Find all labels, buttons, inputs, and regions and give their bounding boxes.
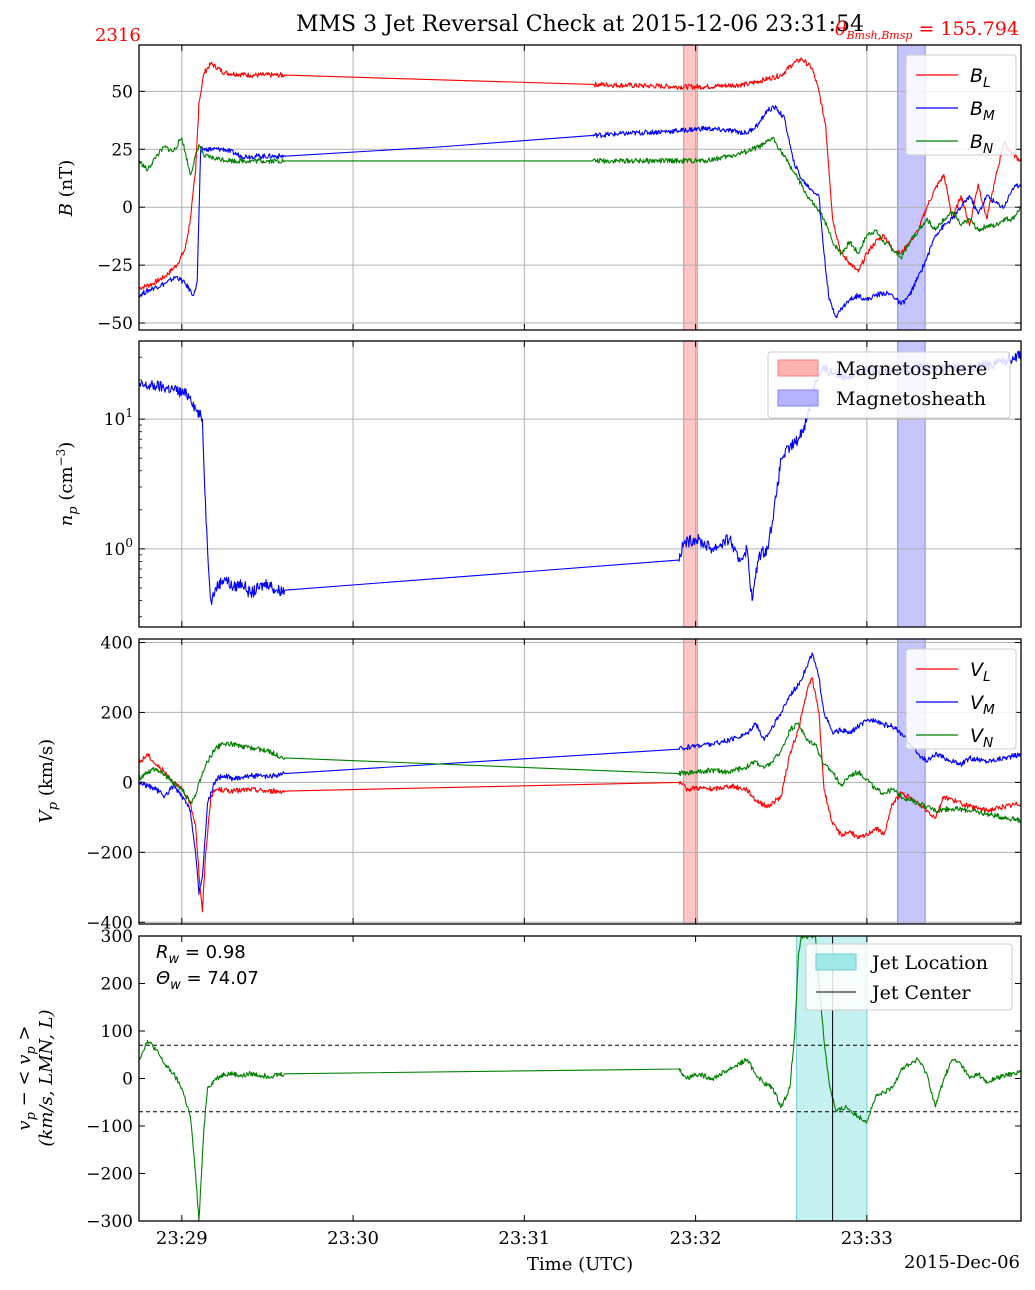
legend-panel-1: [905, 54, 1017, 156]
y-tick-label: −300: [86, 1212, 133, 1232]
series-line-np: [139, 936, 1021, 1221]
y-tick-label: −100: [86, 1117, 133, 1137]
figure-title: MMS 3 Jet Reversal Check at 2015-12-06 2…: [296, 12, 864, 37]
x-axis-label: Time (UTC): [527, 1254, 633, 1275]
y-axis-label-vp: Vp (km/s): [36, 739, 61, 823]
y-tick-label: 300: [101, 927, 133, 947]
annotation-theta-w: Θw = 74.07: [156, 968, 259, 993]
legend-label-b-n: BN: [970, 131, 993, 157]
x-tick-label: 23:31: [498, 1228, 550, 1249]
x-tick-label: 23:32: [670, 1228, 722, 1249]
y-axis-label-dv-line2: (km/s, LMN, L): [36, 1009, 57, 1146]
x-tick-label: 23:30: [327, 1228, 379, 1249]
y-tick-label: 101: [104, 406, 133, 430]
y-tick-label: 200: [101, 703, 133, 723]
y-tick-label: 0: [122, 773, 133, 793]
legend-label-v-l: VL: [970, 659, 991, 685]
y-tick-label: 100: [101, 1022, 133, 1042]
y-tick-label: −200: [86, 843, 133, 863]
legend-panel-4: [805, 943, 1013, 1011]
series-line-v-l: [139, 676, 1021, 913]
y-tick-label: −200: [86, 1165, 133, 1185]
y-tick-label: 25: [111, 140, 133, 160]
legend-label-v-m: VM: [970, 692, 995, 718]
legend-swatch-jet-location: [815, 953, 857, 971]
panel-1-series-group: [139, 57, 1021, 319]
y-axis-label-dv-line1: vp − < vp >: [14, 1025, 39, 1130]
legend-label-b-l: BL: [970, 65, 991, 91]
legend-swatch-magnetosheath: [777, 389, 819, 407]
series-line-b-l: [139, 57, 1021, 291]
y-axis-label-np: np (cm−3): [54, 442, 81, 527]
y-tick-label: −400: [86, 913, 133, 933]
legend-label-jet-center: Jet Center: [870, 982, 971, 1004]
legend-label-magnetosheath: Magnetosheath: [836, 388, 986, 410]
y-tick-label: 0: [122, 198, 133, 218]
theta-label: θBmsh,Bmsp = 155.794: [835, 18, 1019, 42]
x-tick-label: 23:29: [156, 1228, 208, 1249]
panel-1-frame: [138, 44, 1022, 331]
series-line-v-n: [139, 722, 1021, 824]
y-tick-label: 0: [122, 1070, 133, 1090]
y-tick-label: −50: [97, 314, 133, 334]
y-tick-label: 400: [101, 633, 133, 653]
panel-4-series-group: [139, 936, 1021, 1221]
legend-label-v-n: VN: [970, 725, 993, 751]
legend-label-magnetosphere: Magnetosphere: [836, 358, 987, 380]
legend-swatch-magnetosphere: [777, 359, 819, 377]
annotation-rw: Rw = 0.98: [156, 942, 246, 967]
series-line-b-n: [139, 136, 1021, 260]
y-tick-label: −25: [97, 256, 133, 276]
date-label: 2015-Dec-06: [904, 1252, 1020, 1273]
panel-2-frame: [138, 340, 1022, 628]
x-tick-label: 23:33: [841, 1228, 893, 1249]
panel-3-frame: [138, 638, 1022, 925]
y-tick-label: 50: [111, 82, 133, 102]
legend-panel-3: [905, 648, 1017, 750]
y-tick-label: 100: [104, 536, 133, 560]
panel-3-series-group: [139, 652, 1021, 913]
series-line-v-m: [139, 652, 1021, 895]
index-label: 2316: [95, 25, 141, 46]
series-line-b-m: [139, 105, 1021, 319]
y-tick-label: 200: [101, 975, 133, 995]
legend-label-b-m: BM: [970, 98, 995, 124]
legend-label-jet-location: Jet Location: [870, 952, 988, 974]
y-axis-label-b: B (nT): [56, 160, 77, 218]
legend-panel-2: [767, 351, 1011, 419]
